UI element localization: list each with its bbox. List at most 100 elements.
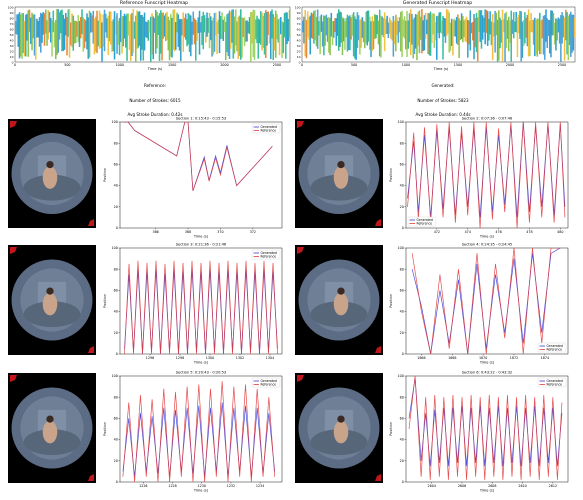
fisheye-frame: [295, 119, 383, 228]
x-axis-label: Time (s): [479, 489, 495, 493]
x-tick-label: 2608: [488, 484, 496, 488]
heatmap-y-tick-label: 10: [297, 55, 301, 59]
heatmap-bar: [375, 14, 377, 39]
heatmap-bar: [22, 13, 25, 53]
heatmap-bar: [520, 11, 522, 62]
heatmap-bar: [88, 10, 91, 58]
heatmap-bar: [261, 12, 263, 51]
heatmap-bar: [223, 16, 226, 32]
heatmap-bar: [313, 10, 315, 44]
heatmap-bar: [440, 20, 443, 34]
heatmap-bar: [226, 14, 228, 53]
heatmap-bar: [422, 20, 424, 51]
heatmap-bar: [562, 15, 565, 38]
heatmap-bar: [207, 17, 210, 33]
figure-head: [337, 160, 345, 169]
heatmap-bar: [356, 12, 359, 48]
heatmap-bar: [165, 13, 167, 42]
heatmap-bar: [311, 13, 314, 39]
series-line-reference: [407, 122, 566, 228]
legend-label: Generated: [547, 344, 563, 348]
heatmap-bar: [120, 10, 122, 43]
heatmap-bar: [202, 11, 205, 50]
heatmap-bar: [87, 17, 90, 59]
figure-silhouette: [42, 166, 58, 189]
heatmap-bar: [371, 16, 374, 52]
heatmap-bar: [443, 18, 446, 37]
series-line-reference: [122, 381, 276, 482]
corner-marker: [88, 474, 94, 481]
heatmap-bar: [568, 14, 571, 46]
heatmap-bar: [92, 10, 95, 44]
heatmap-bar: [452, 20, 454, 56]
heatmap-bar: [525, 17, 527, 38]
heatmap-bar: [106, 18, 108, 38]
corner-marker: [375, 219, 381, 226]
heatmap-bar: [495, 12, 498, 35]
heatmap-bar: [385, 18, 387, 35]
heatmap-bar: [453, 18, 455, 37]
heatmap-bar: [200, 22, 202, 33]
heatmap-bar: [540, 20, 542, 55]
heatmap-bar: [268, 13, 271, 44]
heatmap-bar: [565, 9, 567, 41]
heatmap-bar: [362, 20, 365, 43]
y-tick-label: 40: [114, 184, 118, 188]
x-tick-label: 472: [434, 230, 440, 234]
heatmap-bar: [473, 13, 475, 60]
heatmap-bar: [469, 10, 472, 51]
heatmap-bar: [18, 12, 21, 59]
heatmap-bar: [256, 15, 258, 44]
heatmap-bar: [318, 21, 320, 36]
heatmap-bar: [245, 20, 247, 42]
heatmap-bar: [509, 20, 511, 43]
heatmap-y-tick-label: 30: [297, 44, 301, 48]
heatmap-bar: [442, 16, 444, 60]
heatmap-bar: [463, 20, 465, 38]
heatmap-y-tick-label: 80: [297, 17, 301, 21]
heatmap-bar: [175, 22, 177, 50]
reference-stats-heading: Reference:: [144, 82, 166, 88]
series-line-reference: [408, 376, 563, 480]
heatmap-bar: [130, 14, 132, 61]
heatmap-bar: [467, 19, 469, 58]
heatmap-bar: [474, 18, 477, 48]
heatmap-bar: [407, 20, 410, 49]
heatmap-bar: [195, 19, 197, 61]
heatmap-bar: [369, 16, 371, 50]
heatmap-bar: [108, 11, 111, 42]
heatmap-bar: [548, 19, 551, 54]
heatmap-bar: [142, 16, 145, 61]
heatmap-bar: [556, 19, 558, 41]
generated-stat-line: Number of Strokes: 5823: [417, 97, 469, 103]
heatmap-bar: [122, 15, 125, 47]
heatmap-bar: [324, 15, 326, 46]
heatmap-bar: [351, 14, 354, 36]
y-tick-label: 60: [400, 289, 404, 293]
x-tick-label: 370: [217, 230, 223, 234]
figure-head: [337, 415, 345, 423]
y-tick-label: 80: [114, 141, 118, 145]
heatmap-bar: [488, 18, 490, 41]
heatmap-bar: [349, 15, 351, 51]
heatmap-bar: [135, 15, 137, 62]
heatmap-bar: [303, 16, 305, 44]
heatmap-bar: [260, 11, 262, 45]
heatmap-bar: [285, 12, 287, 59]
heatmap-bar: [505, 11, 508, 49]
video-frame-section-5: [8, 373, 96, 483]
heatmap-bar: [397, 21, 400, 43]
heatmap-bar: [191, 21, 193, 45]
heatmap-bar: [123, 13, 126, 39]
heatmap-bar: [543, 15, 546, 60]
heatmap-y-tick-label: 100: [8, 6, 14, 10]
legend-label: Generated: [261, 125, 277, 129]
heatmap-bar: [286, 12, 288, 45]
heatmap-bar: [265, 9, 267, 59]
heatmap-bar: [373, 14, 376, 40]
heatmap-bar: [182, 12, 185, 52]
x-tick-label: 1230: [198, 484, 206, 488]
heatmap-bar: [354, 16, 356, 59]
x-tick-label: 2606: [458, 484, 466, 488]
y-tick-label: 20: [400, 459, 404, 463]
